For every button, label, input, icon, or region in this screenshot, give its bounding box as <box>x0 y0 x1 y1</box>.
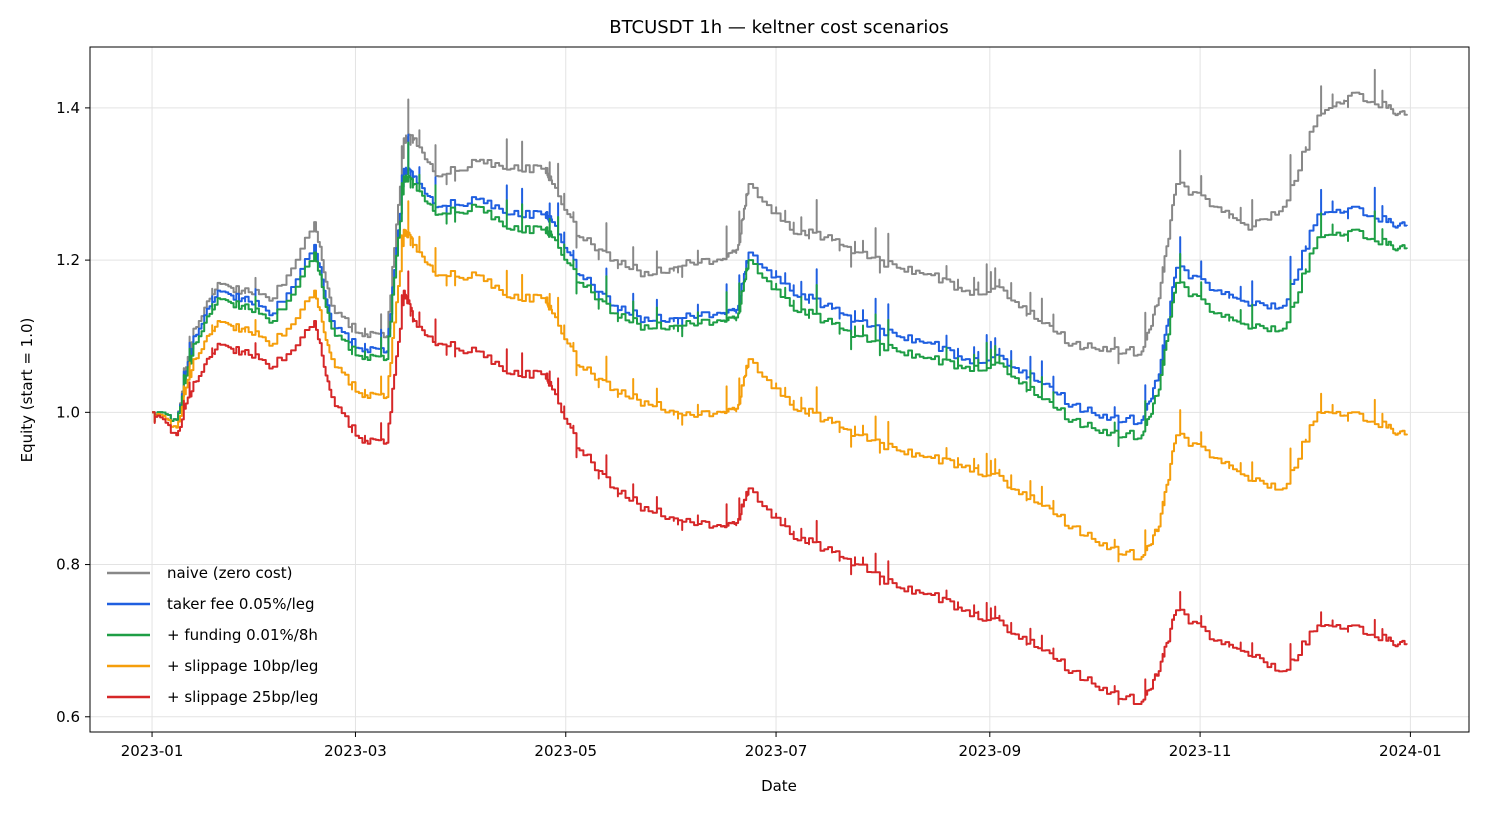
series-line <box>152 141 1408 448</box>
series-line <box>152 200 1408 563</box>
x-axis: 2023-01 2023-03 2023-05 2023-07 2023-09 2023-… <box>121 732 1442 760</box>
y-axis: 0.6 0.8 1.0 1.2 1.4 <box>56 99 90 726</box>
x-tick-label: 2023-03 <box>324 742 387 760</box>
grid <box>90 47 1469 732</box>
legend-label: taker fee 0.05%/leg <box>167 595 315 613</box>
x-tick-label: 2023-07 <box>745 742 808 760</box>
plot-frame <box>89 46 1470 733</box>
y-tick-label: 0.6 <box>56 708 80 726</box>
y-tick-label: 0.8 <box>56 556 80 574</box>
legend-label: naive (zero cost) <box>167 564 292 582</box>
legend-label: + slippage 10bp/leg <box>167 657 318 675</box>
series-line <box>152 68 1408 423</box>
legend-label: + funding 0.01%/8h <box>167 626 318 644</box>
x-axis-label: Date <box>761 777 797 795</box>
y-tick-label: 1.0 <box>56 403 80 421</box>
series-layer <box>152 68 1408 706</box>
legend: naive (zero cost) taker fee 0.05%/leg + fu… <box>107 564 318 706</box>
y-tick-label: 1.4 <box>56 99 80 117</box>
x-tick-label: 2023-09 <box>958 742 1021 760</box>
series-line <box>152 270 1408 706</box>
y-tick-label: 1.2 <box>56 251 80 269</box>
x-tick-label: 2023-05 <box>534 742 597 760</box>
legend-label: + slippage 25bp/leg <box>167 688 318 706</box>
x-tick-label: 2023-01 <box>121 742 184 760</box>
y-axis-label: Equity (start = 1.0) <box>18 318 36 463</box>
chart-title: BTCUSDT 1h — keltner cost scenarios <box>609 17 949 38</box>
x-tick-label: 2024-01 <box>1379 742 1442 760</box>
x-tick-label: 2023-11 <box>1169 742 1232 760</box>
